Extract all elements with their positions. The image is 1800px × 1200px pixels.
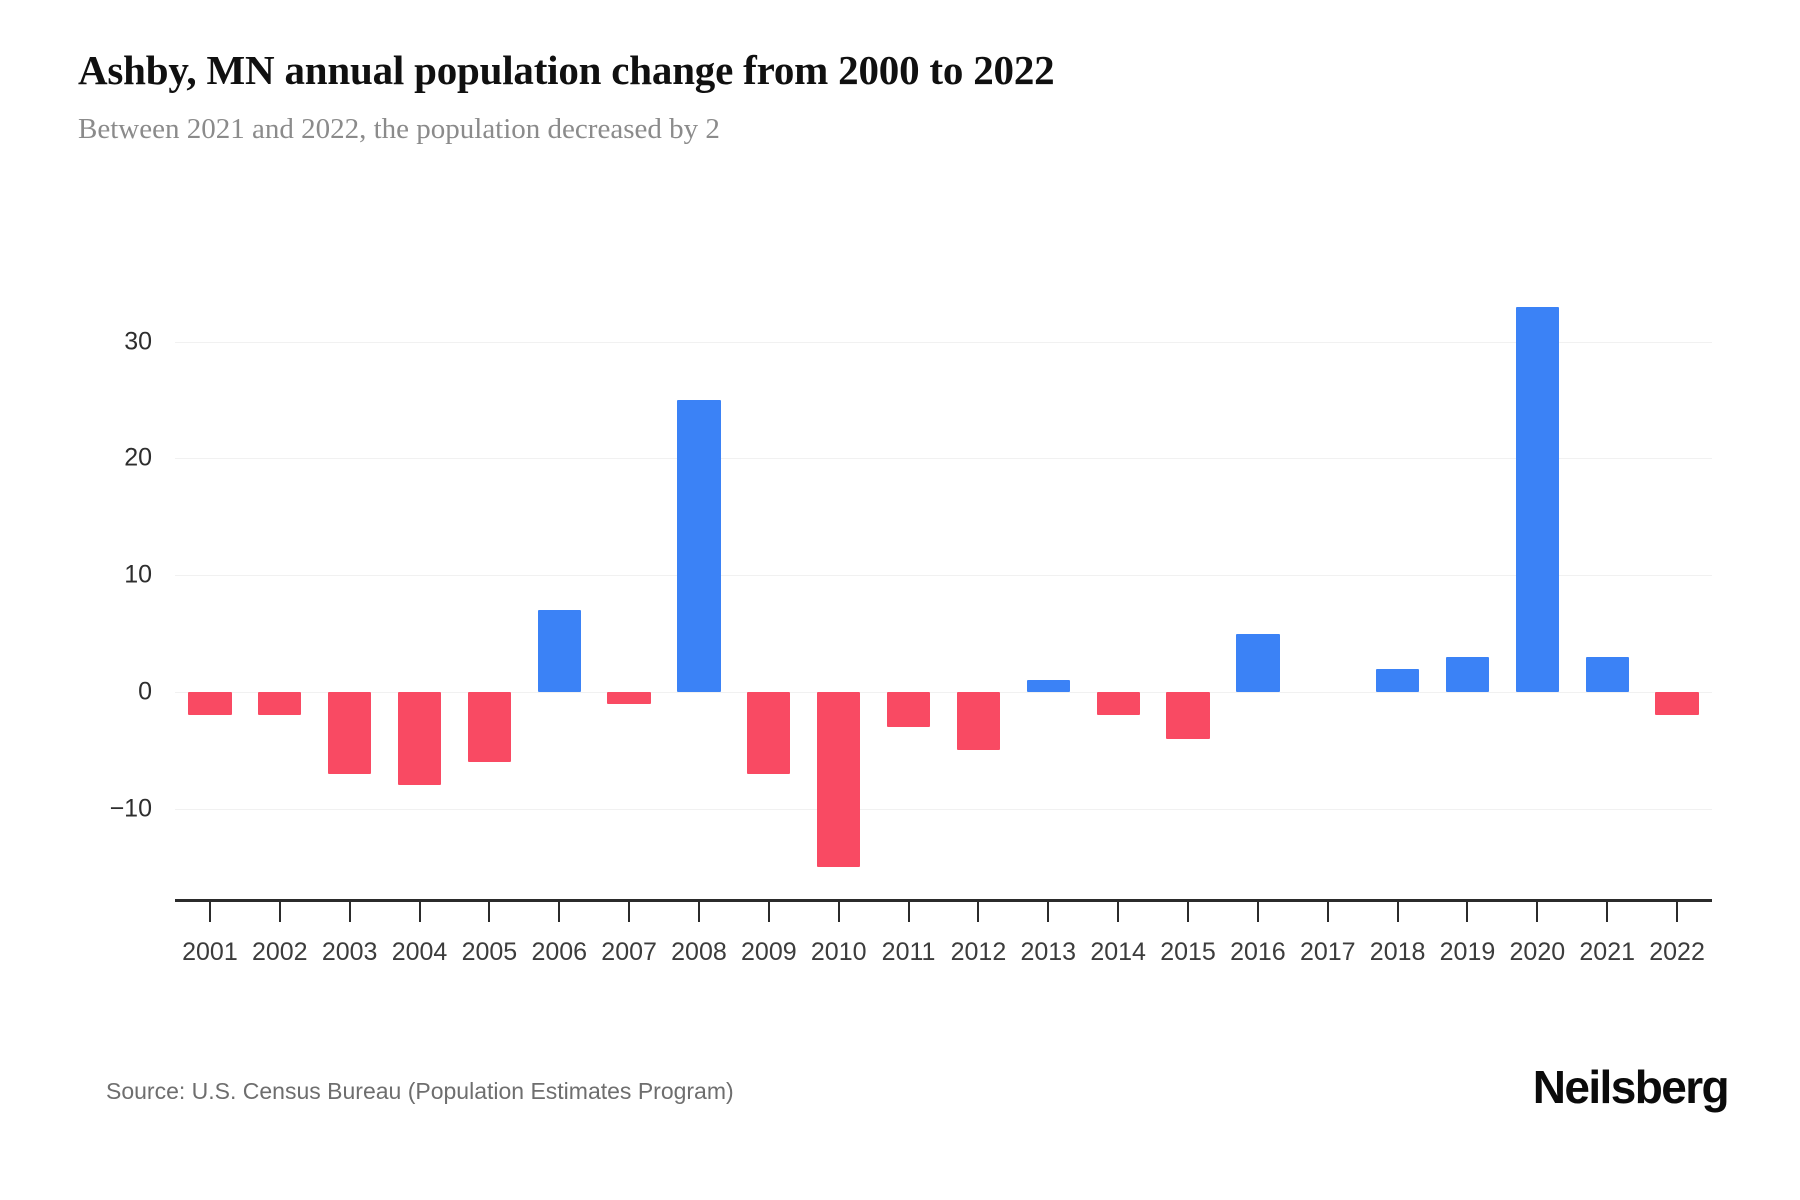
y-axis-tick-label: 10 <box>124 560 152 589</box>
x-axis-labels: 2001 2002 2003 2004 2005 2006 2007 2008 2009 2010… <box>175 0 1712 1200</box>
chart-header: Ashby, MN annual population change from … <box>78 46 1718 147</box>
x-axis-tick-label: 2015 <box>1160 938 1216 966</box>
brand-logo: Neilsberg <box>1532 1061 1730 1113</box>
bar-2006[interactable] <box>537 610 581 692</box>
bar-2019[interactable] <box>1445 656 1490 692</box>
x-axis-tick <box>488 902 491 922</box>
x-axis-tick-label: 2021 <box>1579 938 1636 966</box>
x-axis-tick <box>907 902 910 922</box>
x-axis-tick-label: 2022 <box>1649 938 1705 966</box>
gridline <box>175 575 1712 577</box>
x-axis-tick <box>1396 902 1399 922</box>
bar-2008[interactable] <box>677 400 721 692</box>
x-axis-tick <box>697 902 700 922</box>
x-axis-tick-label: 2012 <box>950 938 1007 966</box>
gridline <box>175 808 1712 810</box>
bar-2005[interactable] <box>467 692 512 763</box>
bar-2021[interactable] <box>1585 656 1629 692</box>
x-axis-tick <box>1117 902 1120 922</box>
x-axis-tick-label: 2009 <box>741 938 797 966</box>
x-axis-tick-label: 2016 <box>1230 938 1286 966</box>
x-axis-tick <box>348 902 351 922</box>
chart-subtitle: Between 2021 and 2022, the population de… <box>78 113 720 146</box>
bar-2014[interactable] <box>1096 692 1140 716</box>
x-axis-tick-label: 2003 <box>321 938 378 966</box>
x-axis-tick <box>767 902 770 922</box>
x-axis-tick <box>1047 902 1050 922</box>
x-axis-tick-label: 2005 <box>461 938 518 966</box>
x-axis-tick-label: 2017 <box>1299 938 1356 966</box>
x-axis-tick-label: 2006 <box>531 938 588 966</box>
bar-2009[interactable] <box>747 692 791 774</box>
bar-2013[interactable] <box>1026 680 1070 692</box>
x-axis-tick-label: 2008 <box>671 938 727 966</box>
bar-2004[interactable] <box>397 692 442 786</box>
bar-2012[interactable] <box>956 692 1001 751</box>
x-axis-tick-label: 2018 <box>1369 938 1426 966</box>
bar-2018[interactable] <box>1375 668 1420 692</box>
x-axis-tick <box>208 902 211 922</box>
x-axis-tick <box>1466 902 1469 922</box>
x-axis-tick <box>977 902 980 922</box>
y-axis-tick-label: −10 <box>109 794 152 823</box>
bar-2007[interactable] <box>607 692 651 704</box>
bar-2020[interactable] <box>1515 306 1559 692</box>
x-axis-tick <box>1256 902 1259 922</box>
bar-2015[interactable] <box>1166 692 1210 739</box>
y-axis-tick-label: 0 <box>138 677 152 706</box>
x-axis-tick <box>1187 902 1190 922</box>
x-axis-tick-label: 2013 <box>1020 938 1077 966</box>
bar-2002[interactable] <box>258 692 302 716</box>
page-title: Ashby, MN annual population change from … <box>78 47 1055 93</box>
bar-2003[interactable] <box>328 692 372 774</box>
x-axis-tick <box>418 902 421 922</box>
x-axis-tick-label: 2019 <box>1439 938 1496 966</box>
x-axis-tick-label: 2002 <box>251 938 308 966</box>
x-axis-tick <box>1536 902 1539 922</box>
x-axis-tick-label: 2020 <box>1509 938 1566 966</box>
x-axis-tick <box>837 902 840 922</box>
x-axis-tick <box>1606 902 1609 922</box>
x-axis-tick-label: 2010 <box>810 938 867 966</box>
source-note: Source: U.S. Census Bureau (Population E… <box>106 1078 734 1104</box>
bar-series <box>175 0 1712 1200</box>
x-axis-tick-label: 2014 <box>1090 938 1146 966</box>
x-axis-tick <box>1676 902 1679 922</box>
x-axis-tick-label: 2001 <box>182 938 238 966</box>
y-axis-tick-label: 30 <box>124 327 152 356</box>
x-axis-tick <box>558 902 561 922</box>
bar-2011[interactable] <box>886 692 931 728</box>
bar-2010[interactable] <box>817 692 861 868</box>
gridline <box>175 341 1712 343</box>
x-axis-tick-label: 2004 <box>391 938 448 966</box>
x-axis-line <box>175 899 1712 902</box>
bar-2001[interactable] <box>188 692 232 716</box>
gridline <box>175 458 1712 460</box>
x-axis-tick-label: 2011 <box>881 938 936 966</box>
y-axis-tick-label: 20 <box>124 443 152 472</box>
x-axis-tick <box>1326 902 1329 922</box>
gridline <box>175 692 1712 693</box>
bar-2022[interactable] <box>1655 692 1699 716</box>
bar-2016[interactable] <box>1236 633 1280 692</box>
x-axis-ticks <box>175 0 1712 1200</box>
x-axis-tick <box>278 902 281 922</box>
x-axis-tick <box>628 902 631 922</box>
x-axis-tick-label: 2007 <box>601 938 657 966</box>
